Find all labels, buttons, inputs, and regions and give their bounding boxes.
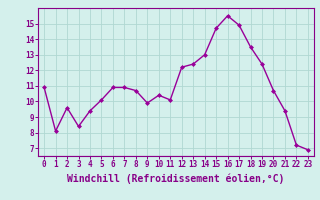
X-axis label: Windchill (Refroidissement éolien,°C): Windchill (Refroidissement éolien,°C) <box>67 173 285 184</box>
